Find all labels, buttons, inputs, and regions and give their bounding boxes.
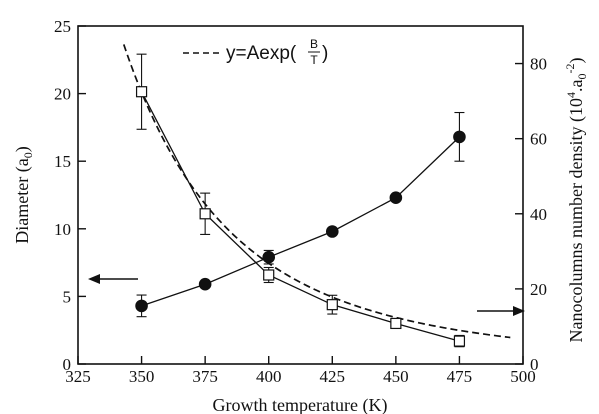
- fit-curve-layer: [122, 44, 511, 339]
- plot-frame: [77, 25, 524, 365]
- series-layer: [135, 53, 466, 348]
- data-point-circle: [453, 130, 466, 144]
- right-y-label-main: Nanocolumns number density (10: [566, 98, 587, 342]
- left-y-axis-label: Diameter (a0): [12, 146, 35, 243]
- data-point-square: [135, 86, 148, 98]
- x-tick-label: 425: [320, 367, 346, 386]
- left-y-label-main: Diameter (a: [12, 158, 33, 243]
- right-y-tick-label: 60: [530, 130, 547, 149]
- data-point-circle: [262, 250, 276, 264]
- data-point-circle: [198, 277, 212, 291]
- left-y-label-close: ): [12, 146, 33, 152]
- left-y-tick-label: 10: [54, 220, 71, 239]
- right-y-tick-label: 20: [530, 280, 547, 299]
- right-y-label-mid: .a: [566, 80, 586, 93]
- x-tick-label: 450: [383, 367, 409, 386]
- left-y-axis-ticks: 0 5 10 15 20 25: [54, 17, 86, 374]
- legend-formula-suffix: ): [322, 43, 328, 64]
- left-y-label-sub: 0: [21, 152, 35, 158]
- legend-frac-denominator: T: [310, 53, 318, 67]
- fit-curve: [122, 44, 511, 339]
- right-y-tick-label: 0: [530, 355, 539, 374]
- left-y-tick-label: 20: [54, 85, 71, 104]
- left-axis-arrow: [88, 274, 138, 284]
- right-y-label-close: ): [566, 58, 587, 64]
- x-axis-ticks: 325 350 375 400 425 450 475 500: [65, 356, 536, 386]
- data-point-square: [390, 317, 402, 330]
- right-y-axis-label: Nanocolumns number density (104.a0-2): [563, 58, 589, 343]
- x-tick-label: 350: [129, 367, 155, 386]
- legend-formula-prefix: y=Aexp(: [226, 43, 297, 64]
- data-point-square: [263, 269, 275, 281]
- data-point-square: [199, 208, 211, 220]
- legend: y=Aexp( B T ): [183, 37, 328, 67]
- right-y-label-sub: 0: [575, 74, 589, 80]
- x-tick-label: 375: [192, 367, 218, 386]
- left-y-tick-label: 0: [63, 355, 72, 374]
- data-point-square: [326, 299, 338, 311]
- legend-frac-numerator: B: [310, 37, 318, 51]
- right-y-axis-ticks: 0 20 40 60 80: [515, 55, 547, 374]
- data-point-square: [453, 335, 466, 347]
- left-y-tick-label: 25: [54, 17, 71, 36]
- left-y-tick-label: 15: [54, 152, 71, 171]
- right-axis-arrow: [477, 306, 525, 316]
- x-tick-label: 400: [256, 367, 282, 386]
- series-line: [141, 136, 460, 307]
- data-point-circle: [389, 191, 403, 205]
- right-y-label-sup2: -2: [563, 64, 577, 74]
- x-tick-label: 475: [447, 367, 473, 386]
- x-tick-label: 325: [65, 367, 91, 386]
- right-y-tick-label: 80: [530, 55, 547, 74]
- x-tick-label: 500: [510, 367, 536, 386]
- left-y-tick-label: 5: [63, 287, 72, 306]
- series-line: [140, 91, 460, 342]
- data-point-circle: [325, 225, 339, 238]
- right-y-tick-label: 40: [530, 205, 547, 224]
- right-y-label-sup1: 4: [564, 92, 578, 98]
- data-point-circle: [135, 299, 148, 313]
- x-axis-label: Growth temperature (K): [213, 395, 388, 414]
